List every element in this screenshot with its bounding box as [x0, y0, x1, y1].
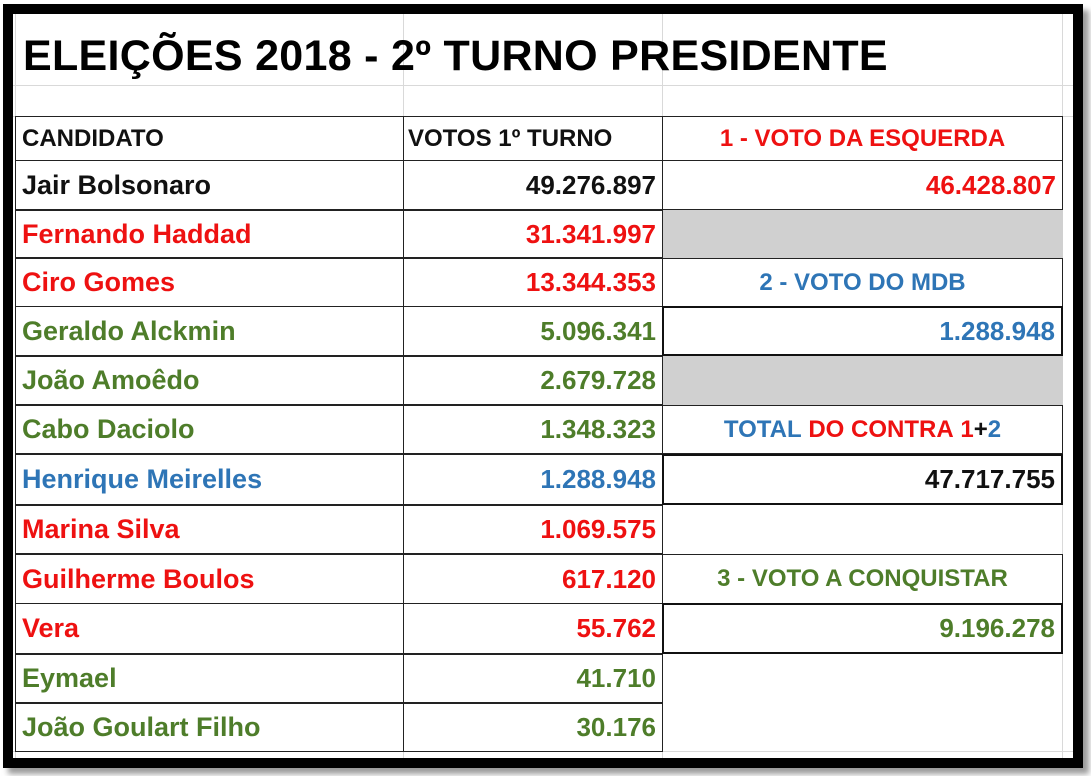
left-vote-label: 1 - VOTO DA ESQUERDA	[662, 116, 1063, 161]
to-conquer-value: 9.196.278	[662, 603, 1063, 654]
candidate-name: Fernando Haddad	[15, 210, 404, 258]
to-conquer-label: 3 - VOTO A CONQUISTAR	[662, 554, 1063, 604]
candidate-name: Ciro Gomes	[15, 258, 404, 307]
total-against-value: 47.717.755	[662, 454, 1063, 505]
page-title: ELEIÇÕES 2018 - 2º TURNO PRESIDENTE	[23, 32, 888, 80]
spreadsheet-frame: ELEIÇÕES 2018 - 2º TURNO PRESIDENTE CAND…	[3, 4, 1083, 768]
candidate-name: Marina Silva	[15, 505, 404, 554]
candidate-name: João Goulart Filho	[15, 703, 404, 752]
gray-spacer	[663, 210, 1063, 258]
total-label-part: 2	[987, 415, 1002, 443]
candidate-votes: 1.069.575	[403, 505, 663, 554]
candidate-votes: 1.288.948	[403, 454, 663, 505]
candidate-name: Jair Bolsonaro	[15, 160, 404, 210]
total-against-label: TOTAL DO CONTRA 1 +2	[662, 405, 1063, 454]
candidate-votes: 5.096.341	[403, 306, 663, 356]
candidate-name: Guilherme Boulos	[15, 554, 404, 604]
gridline	[13, 85, 1073, 86]
candidate-votes: 31.341.997	[403, 210, 663, 258]
candidate-votes: 13.344.353	[403, 258, 663, 307]
total-label-part: DO CONTRA	[808, 415, 954, 443]
left-vote-value: 46.428.807	[662, 160, 1063, 210]
mdb-vote-value: 1.288.948	[662, 306, 1063, 356]
candidate-votes: 49.276.897	[403, 160, 663, 210]
total-label-part: TOTAL	[723, 415, 802, 443]
candidate-name: Geraldo Alckmin	[15, 306, 404, 356]
candidate-name: Henrique Meirelles	[15, 454, 404, 505]
candidate-name: Vera	[15, 603, 404, 654]
gray-spacer	[663, 356, 1063, 405]
candidate-votes: 2.679.728	[403, 356, 663, 405]
spreadsheet: ELEIÇÕES 2018 - 2º TURNO PRESIDENTE CAND…	[13, 14, 1073, 758]
header-candidate: CANDIDATO	[15, 116, 404, 161]
candidate-name: João Amoêdo	[15, 356, 404, 405]
total-label-part: 1	[960, 415, 974, 443]
candidate-name: Cabo Daciolo	[15, 405, 404, 454]
header-votes: VOTOS 1º TURNO	[403, 116, 663, 161]
candidate-votes: 617.120	[403, 554, 663, 604]
candidate-votes: 55.762	[403, 603, 663, 654]
candidate-name: Eymael	[15, 654, 404, 703]
candidate-votes: 1.348.323	[403, 405, 663, 454]
total-label-part: +	[973, 415, 988, 443]
candidate-votes: 30.176	[403, 703, 663, 752]
candidate-votes: 41.710	[403, 654, 663, 703]
mdb-vote-label: 2 - VOTO DO MDB	[662, 258, 1063, 307]
